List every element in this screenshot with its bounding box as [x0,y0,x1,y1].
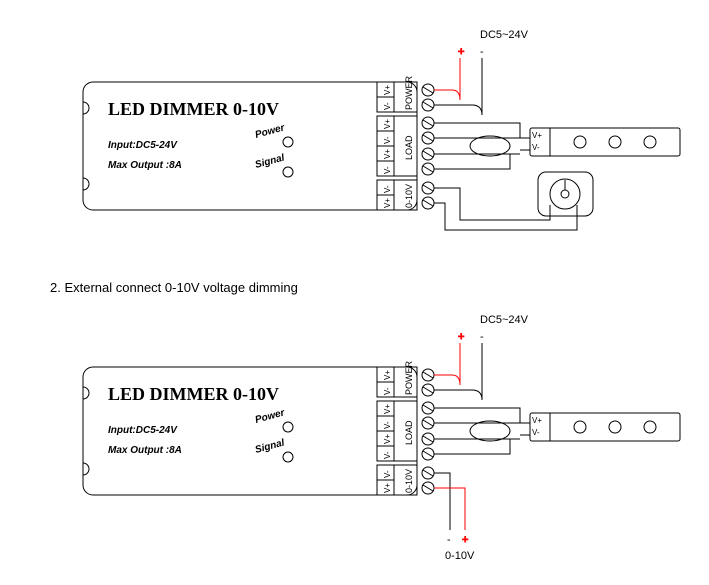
wiring-diagram-knob: DC5~24V + - LED DIMMER 0-10V Input:DC5-2… [20,20,709,250]
led-strip [530,128,680,156]
label-power: POWER [404,75,414,110]
wire-bundle [470,136,510,156]
module-maxoutput-b: Max Output :8A [108,445,182,456]
indicator-power-led [283,137,293,147]
svg-text:POWER: POWER [404,360,414,395]
label-010v: 0-10V [404,184,414,208]
svg-text:V-: V- [383,421,392,429]
ext-label: 0-10V [445,550,475,562]
plus-marker: + [458,46,464,58]
led-strip-b [530,413,680,441]
minus-marker-b: - [480,331,484,343]
svg-text:V-: V- [383,451,392,459]
indicator-power-label: Power [254,122,287,141]
notch-bot-left [83,178,89,190]
module-input: Input:DC5-24V [108,140,178,151]
pin-load-3: V- [383,166,392,174]
minus-marker: - [480,46,484,58]
svg-text:V+: V+ [383,434,392,444]
svg-text:LOAD: LOAD [404,420,414,445]
svg-text:0-10V: 0-10V [404,469,414,493]
svg-text:V+: V+ [532,416,542,425]
module-maxoutput: Max Output :8A [108,160,182,171]
diagram-wrapper: DC5~24V + - LED DIMMER 0-10V Input:DC5-2… [20,20,709,565]
svg-text:V+: V+ [383,483,392,493]
svg-text:V+: V+ [383,404,392,414]
module-input-b: Input:DC5-24V [108,425,178,436]
svg-text:V-: V- [383,387,392,395]
strip-vminus: V- [532,143,540,152]
dc-label-bottom: DC5~24V [480,314,529,326]
screw-terminals [422,84,434,209]
indicator-signal-label-b: Signal [254,437,286,455]
indicator-power-label-b: Power [254,407,287,426]
wire-ext-minus [434,473,450,530]
section-2-title: 2. External connect 0-10V voltage dimmin… [50,280,709,295]
svg-text:V+: V+ [383,370,392,380]
screw-terminals-b [422,369,434,494]
svg-text:V-: V- [383,470,392,478]
wire-term-power-vplus [434,90,460,100]
indicator-signal-label: Signal [254,152,286,170]
plus-marker-b: + [458,331,464,343]
wire-term-power-vminus [434,105,482,115]
ext-minus: - [447,534,451,546]
ext-plus: + [462,534,468,546]
wire-load-vminus-b [434,154,510,169]
module-title-b: LED DIMMER 0-10V [108,384,279,404]
notch-top-left [83,102,89,114]
wiring-diagram-010v: DC5~24V + - LED DIMMER 0-10V Input:DC5-2… [20,305,709,565]
pin-010v-1: V+ [383,198,392,208]
wire-load-vplus-a [434,123,520,138]
indicator-signal-led [283,167,293,177]
strip-vplus: V+ [532,131,542,140]
pin-010v-0: V- [383,185,392,193]
pin-power-vplus: V+ [383,85,392,95]
pin-power-vminus: V- [383,102,392,110]
pin-load-2: V+ [383,149,392,159]
wire-010v-vminus [434,188,550,220]
dc-label-top: DC5~24V [480,29,529,41]
pin-load-1: V- [383,136,392,144]
svg-text:V-: V- [532,428,540,437]
label-load: LOAD [404,135,414,160]
module-title: LED DIMMER 0-10V [108,99,279,119]
pin-load-0: V+ [383,119,392,129]
